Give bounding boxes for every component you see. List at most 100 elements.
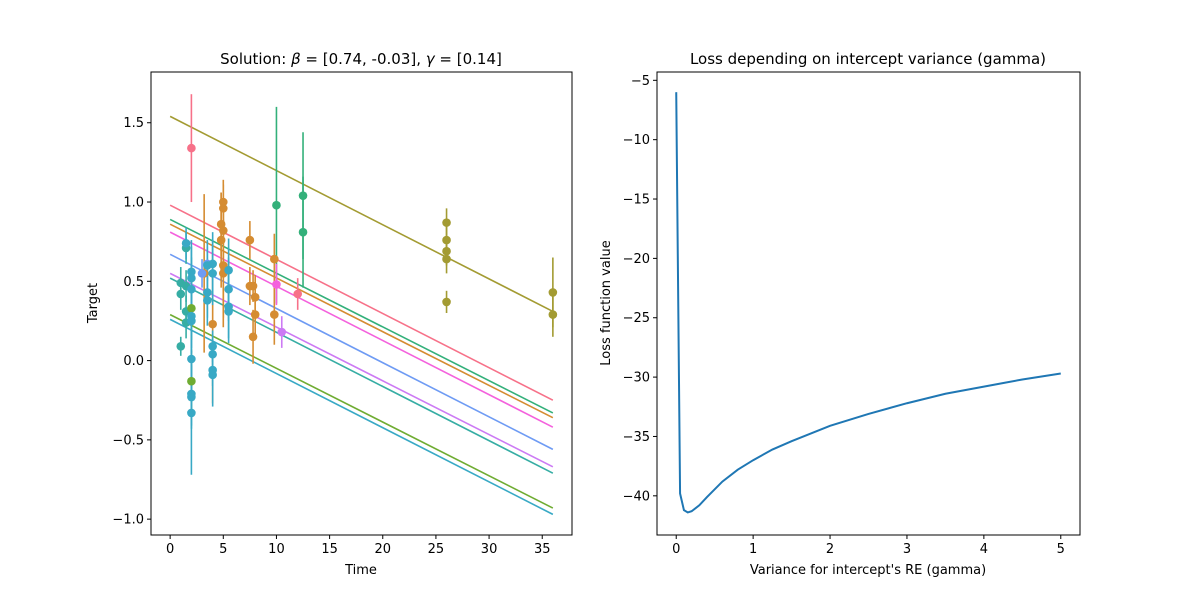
data-point xyxy=(203,296,212,305)
data-point xyxy=(270,254,279,264)
data-point xyxy=(187,408,196,418)
x-tick-label: 4 xyxy=(980,542,988,557)
data-point xyxy=(187,267,196,277)
data-point xyxy=(187,392,196,402)
data-point xyxy=(187,316,196,326)
data-point xyxy=(187,284,196,294)
x-tick-label: 10 xyxy=(268,542,285,557)
y-ticks: −1.0 −0.5 0.0 0.5 1.0 1.5 xyxy=(112,116,151,528)
data-point xyxy=(270,310,279,319)
x-tick-label: 0 xyxy=(166,542,174,557)
fitted-line xyxy=(169,253,554,451)
y-tick-label: −0.5 xyxy=(112,433,144,448)
fitted-line xyxy=(169,204,554,401)
data-point xyxy=(208,370,217,380)
fitted-line xyxy=(169,313,554,509)
plot-frame xyxy=(150,71,573,536)
chart-loss: Loss depending on intercept variance (ga… xyxy=(599,50,1081,578)
data-point xyxy=(224,265,233,275)
fitted-line xyxy=(169,218,554,414)
y-tick-label: 0.5 xyxy=(123,275,144,290)
y-axis-label: Target xyxy=(86,283,101,324)
x-tick-label: 1 xyxy=(749,542,757,557)
x-axis-label: Variance for intercept's RE (gamma) xyxy=(750,563,986,578)
data-point xyxy=(203,288,212,297)
data-point xyxy=(187,273,196,283)
x-tick-label: 25 xyxy=(428,542,445,557)
data-point xyxy=(208,259,217,269)
data-point xyxy=(298,191,308,200)
fitted-line xyxy=(169,277,554,474)
data-point xyxy=(248,281,258,291)
data-point xyxy=(272,200,281,210)
data-point xyxy=(272,280,281,289)
data-point xyxy=(187,303,196,313)
y-tick-label: −10 xyxy=(623,133,650,148)
y-axis-label: Loss function value xyxy=(599,240,614,365)
loss-curve xyxy=(675,92,1061,514)
data-point xyxy=(187,376,196,386)
data-point xyxy=(298,227,308,237)
data-point xyxy=(442,218,451,227)
x-tick-label: 5 xyxy=(1057,542,1065,557)
x-tick-label: 3 xyxy=(903,542,911,557)
fitted-lines xyxy=(169,115,554,516)
y-tick-label: 1.5 xyxy=(123,116,144,131)
y-tick-label: −15 xyxy=(623,193,650,208)
x-ticks: 0 5 10 15 20 25 30 35 xyxy=(166,535,551,557)
data-point xyxy=(208,319,217,329)
fitted-line xyxy=(169,272,554,468)
data-point xyxy=(442,246,451,256)
data-point xyxy=(548,310,558,319)
data-point xyxy=(224,307,233,316)
fitted-line xyxy=(169,231,554,428)
data-point xyxy=(248,332,258,342)
chart-solution: Solution: β = [0.74, -0.03], γ = [0.14] … xyxy=(86,50,573,578)
data-point xyxy=(218,197,228,207)
data-point xyxy=(181,238,191,248)
data-point xyxy=(216,235,226,245)
y-tick-label: −25 xyxy=(623,311,650,326)
data-point xyxy=(442,297,451,307)
data-point xyxy=(250,292,260,302)
data-point xyxy=(442,235,451,245)
x-tick-label: 5 xyxy=(219,542,227,557)
data-point xyxy=(548,288,558,297)
data-point xyxy=(197,269,207,278)
data-point xyxy=(187,143,196,153)
y-tick-label: −35 xyxy=(623,430,650,445)
x-tick-label: 0 xyxy=(672,542,680,557)
data-point xyxy=(442,254,451,264)
x-tick-label: 35 xyxy=(534,542,551,557)
fitted-line xyxy=(169,223,554,419)
data-point xyxy=(187,354,196,364)
data-point xyxy=(245,235,255,245)
x-tick-label: 20 xyxy=(374,542,391,557)
data-point xyxy=(218,204,228,213)
data-point xyxy=(218,226,228,235)
fitted-line xyxy=(169,115,554,313)
x-tick-label: 30 xyxy=(481,542,498,557)
x-tick-label: 2 xyxy=(826,542,834,557)
data-point xyxy=(208,269,217,278)
y-tick-label: −30 xyxy=(623,371,650,386)
x-axis-label: Time xyxy=(344,563,377,578)
y-ticks: −40 −35 −30 −25 −20 −15 −10 −5 xyxy=(623,74,657,504)
y-tick-label: 0.0 xyxy=(123,354,144,369)
data-point xyxy=(208,349,217,359)
data-point xyxy=(208,342,217,351)
y-tick-label: −40 xyxy=(623,489,650,504)
data-point xyxy=(277,327,287,337)
y-tick-label: 1.0 xyxy=(123,196,144,211)
data-points xyxy=(176,94,558,475)
data-point xyxy=(293,289,303,299)
chart-title: Solution: β = [0.74, -0.03], γ = [0.14] xyxy=(220,50,502,68)
x-tick-label: 15 xyxy=(321,542,338,557)
data-point xyxy=(176,342,186,351)
data-point xyxy=(176,289,186,299)
y-tick-label: −1.0 xyxy=(112,513,144,528)
y-tick-label: −20 xyxy=(623,252,650,267)
x-ticks: 0 1 2 3 4 5 xyxy=(672,535,1065,557)
fitted-line xyxy=(169,318,554,516)
